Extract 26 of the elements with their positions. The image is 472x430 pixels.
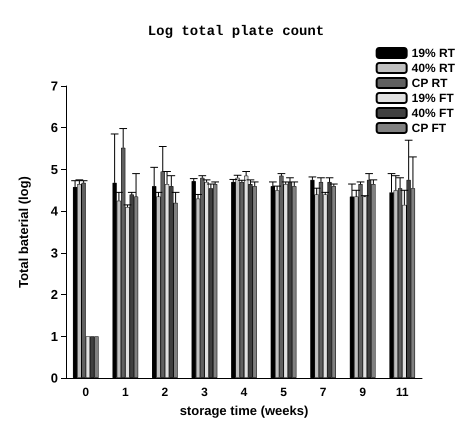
legend-label: 19% RT xyxy=(412,46,456,60)
x-tick-label: 11 xyxy=(396,385,409,399)
y-tick-label: 0 xyxy=(50,370,58,386)
legend-label: CP FT xyxy=(412,121,447,135)
x-tick-label: 4 xyxy=(240,385,248,399)
chart-title: Log total plate count xyxy=(148,24,324,40)
x-tick-label: 3 xyxy=(201,385,208,399)
y-tick-label: 6 xyxy=(50,120,58,136)
y-tick-label: 4 xyxy=(50,204,59,219)
legend-label: 19% FT xyxy=(412,91,454,105)
x-tick-label: 2 xyxy=(162,385,169,399)
y-tick-label: 1 xyxy=(50,328,58,344)
legend-label: CP RT xyxy=(412,76,448,90)
x-tick-label: 9 xyxy=(359,385,366,399)
legend-label: 40% FT xyxy=(412,106,454,120)
y-tick-label: 7 xyxy=(50,78,58,94)
x-axis-title: storage time (weeks) xyxy=(180,403,308,418)
y-tick-label: 5 xyxy=(50,162,58,177)
x-tick-label: 1 xyxy=(122,385,129,399)
x-tick-label: 7 xyxy=(320,385,327,399)
y-tick-label: 3 xyxy=(50,245,58,260)
x-tick-label: 5 xyxy=(280,385,288,399)
y-axis-title: Total baterial (log) xyxy=(16,176,31,288)
x-tick-label: 0 xyxy=(82,385,90,399)
legend-label: 40% RT xyxy=(412,61,456,75)
y-tick-label: 2 xyxy=(50,287,58,302)
